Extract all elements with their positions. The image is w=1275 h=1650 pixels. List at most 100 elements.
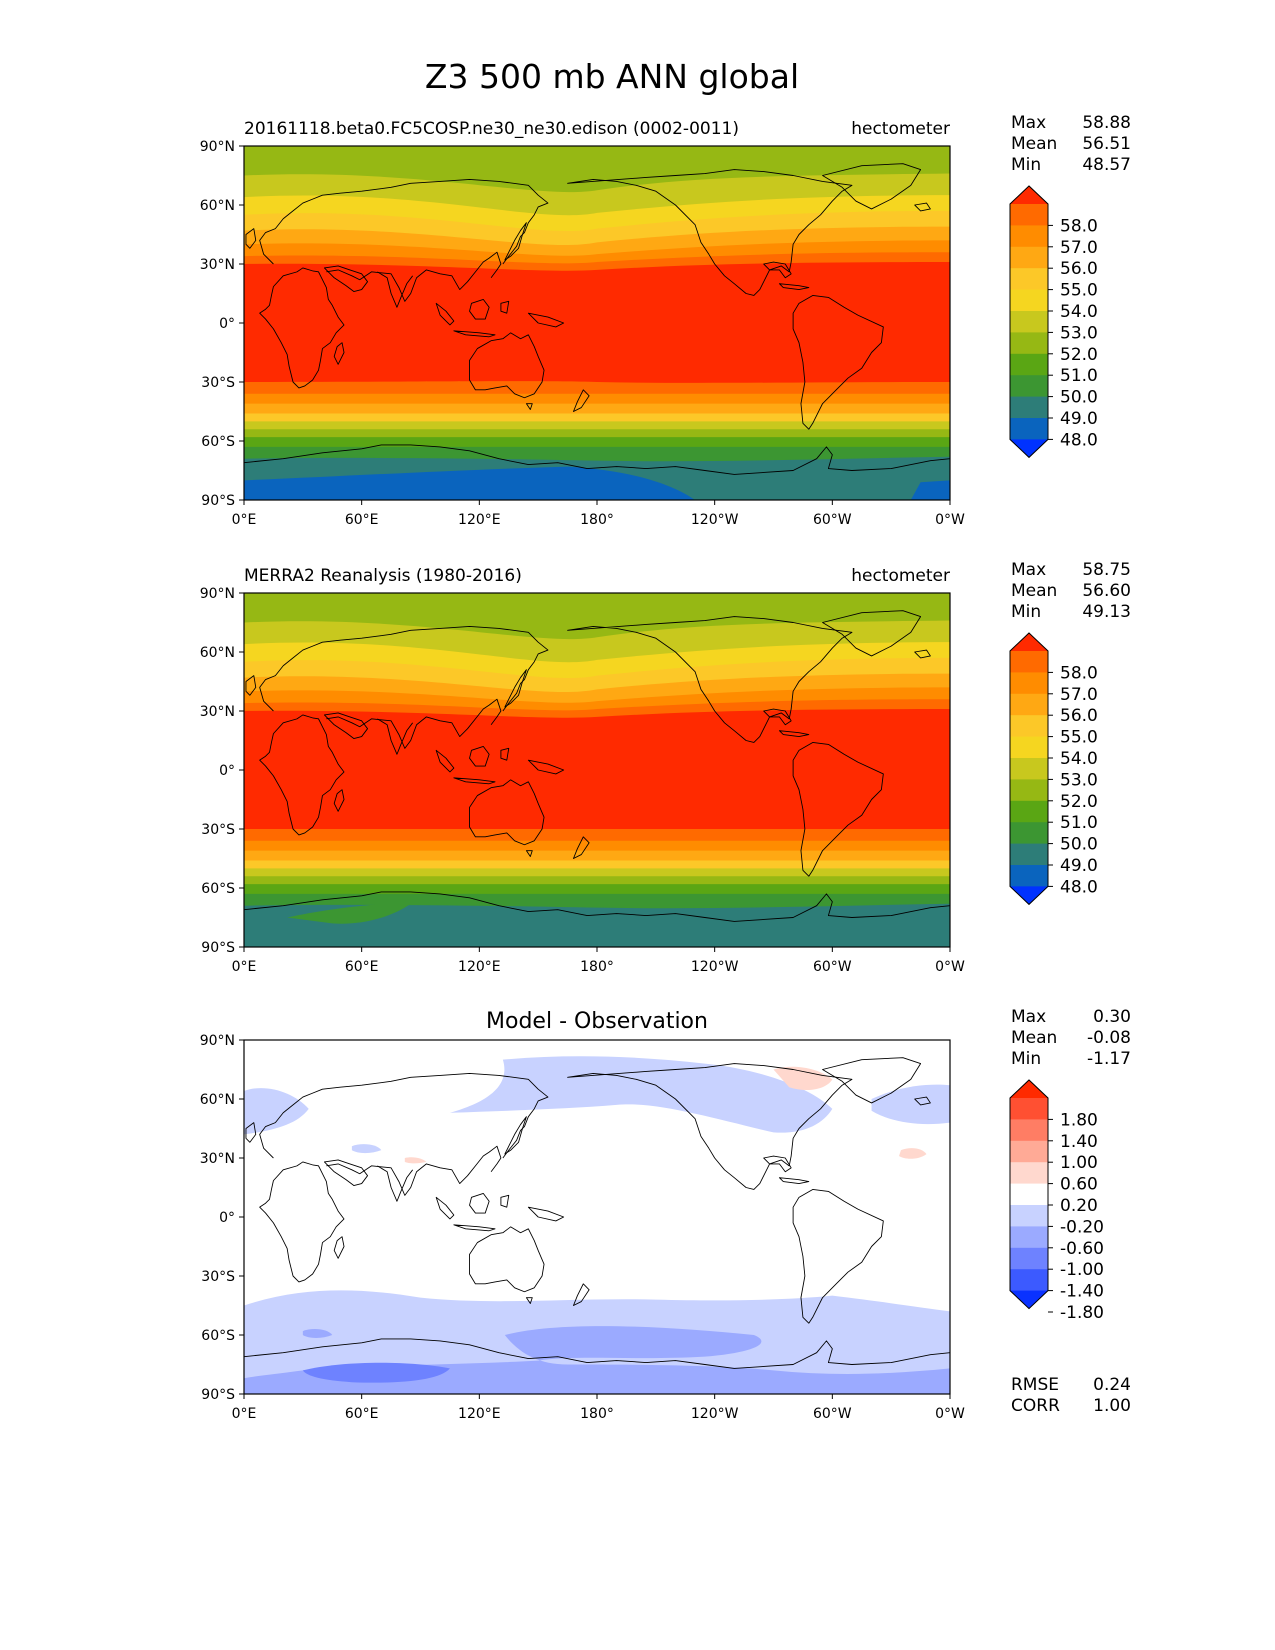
colorbar-swatch [1010, 1226, 1048, 1249]
colorbar-swatch [1010, 289, 1048, 312]
axis-labels: 90°N 60°N 30°N 0° 30°S 60°S 90°S 0°E 60°E 120°E 18… [200, 139, 965, 1422]
panel-obs-side: Max 58.75 Mean 56.60 Min 49.13 58.057.056.055.… [1009, 560, 1131, 906]
stat-value-max: 58.75 [1082, 560, 1131, 580]
colorbar-tick-label: 0.20 [1060, 1196, 1098, 1216]
stat-label-min: Min [1011, 1049, 1041, 1069]
colorbar-tick-label: 50.0 [1060, 388, 1098, 408]
lon-tick-label: 60°W [813, 1406, 852, 1422]
colorbar-tick-label: -0.60 [1060, 1239, 1104, 1259]
colorbar-tick-label: 50.0 [1060, 835, 1098, 855]
stat-label-min: Min [1011, 602, 1041, 622]
colorbar-tick-label: 57.0 [1060, 685, 1098, 705]
lon-tick-label: 0°W [935, 1406, 965, 1422]
colorbar-tick-label: 54.0 [1060, 302, 1098, 322]
colorbar-extend-min [1010, 886, 1048, 905]
colorbar-obs: 58.057.056.055.054.053.052.051.050.049.0… [1009, 632, 1098, 906]
lat-tick-label: 90°N [200, 1033, 235, 1049]
colorbar-extend-min [1010, 439, 1048, 458]
lon-tick-label: 60°E [345, 959, 379, 975]
colorbar-extend-max [1010, 633, 1048, 651]
panel-diff-map [244, 1040, 950, 1394]
colorbar-tick-label: 51.0 [1060, 813, 1098, 833]
colorbar-tick-label: 58.0 [1060, 216, 1098, 236]
colorbar-swatch [1010, 246, 1048, 269]
lat-tick-label: 30°N [200, 1151, 235, 1167]
lon-tick-label: 60°E [345, 1406, 379, 1422]
colorbar-extend-min [1010, 1290, 1048, 1309]
colorbar-swatch [1010, 1269, 1048, 1292]
lon-tick-label: 60°E [345, 512, 379, 528]
figure-title: Z3 500 mb ANN global [425, 57, 799, 96]
colorbar-tick-label: -0.20 [1060, 1217, 1104, 1237]
lat-tick-label: 90°S [201, 1387, 235, 1403]
panel-obs-map [244, 593, 950, 947]
colorbar-swatch [1010, 1205, 1048, 1227]
panel-obs-title-right: hectometer [851, 566, 950, 586]
footer-stat-value-corr: 1.00 [1093, 1396, 1131, 1416]
lat-tick-label: 30°N [200, 704, 235, 720]
colorbar-swatch [1010, 268, 1048, 291]
colorbar-tick-label: 1.40 [1060, 1132, 1098, 1152]
colorbar-swatch [1010, 715, 1048, 738]
colorbar-swatch [1010, 1247, 1048, 1270]
stat-label-mean: Mean [1011, 1028, 1057, 1048]
lat-tick-label: 60°N [200, 1092, 235, 1108]
colorbar-swatch [1010, 418, 1048, 440]
lon-tick-label: 0°W [935, 512, 965, 528]
lat-tick-label: 0° [219, 763, 235, 779]
colorbar-tick-label: 55.0 [1060, 281, 1098, 301]
lat-tick-label: 60°S [201, 434, 235, 450]
colorbar-swatch [1010, 1140, 1048, 1163]
panel-model-title-right: hectometer [851, 119, 950, 139]
colorbar-extend-max [1010, 186, 1048, 204]
lon-tick-label: 120°W [691, 959, 739, 975]
panel-obs: MERRA2 Reanalysis (1980-2016) hectometer [243, 566, 951, 948]
stat-value-min: 48.57 [1082, 155, 1131, 175]
stat-value-mean: 56.60 [1082, 581, 1131, 601]
colorbar-tick-label: -1.80 [1060, 1303, 1104, 1323]
lon-tick-label: 0°W [935, 959, 965, 975]
colorbar-extend-max [1010, 1080, 1048, 1098]
panel-model-title-left: 20161118.beta0.FC5COSP.ne30_ne30.edison … [244, 119, 739, 139]
colorbar-tick-label: 1.00 [1060, 1153, 1098, 1173]
colorbar-tick-label: 56.0 [1060, 259, 1098, 279]
lat-tick-label: 30°S [201, 375, 235, 391]
lat-tick-label: 0° [219, 1210, 235, 1226]
lon-tick-label: 180° [580, 512, 614, 528]
lon-tick-label: 120°E [458, 1406, 501, 1422]
colorbar-swatch [1010, 311, 1048, 333]
colorbar-swatch [1010, 693, 1048, 716]
lat-tick-label: 60°S [201, 881, 235, 897]
colorbar-swatch [1010, 204, 1048, 226]
colorbar-swatch [1010, 651, 1048, 673]
stat-label-max: Max [1011, 113, 1046, 133]
lat-tick-label: 60°S [201, 1328, 235, 1344]
colorbar-tick-label: 52.0 [1060, 792, 1098, 812]
colorbar-swatch [1010, 843, 1048, 866]
lon-tick-label: 180° [580, 959, 614, 975]
colorbar-swatch [1010, 1119, 1048, 1142]
colorbar-swatch [1010, 779, 1048, 802]
colorbar-tick-label: 56.0 [1060, 706, 1098, 726]
colorbar-model: 58.057.056.055.054.053.052.051.050.049.0… [1009, 185, 1098, 459]
colorbar-tick-label: -1.40 [1060, 1282, 1104, 1302]
lon-tick-label: 0°E [232, 512, 257, 528]
colorbar-tick-label: 48.0 [1060, 877, 1098, 897]
lat-tick-label: 30°N [200, 257, 235, 273]
stat-label-min: Min [1011, 155, 1041, 175]
colorbar-swatch [1010, 332, 1048, 355]
panel-diff: Model - Observation [243, 1009, 951, 1395]
footer-stat-label-rmse: RMSE [1011, 1375, 1059, 1395]
colorbar-swatch [1010, 353, 1048, 376]
stat-label-mean: Mean [1011, 581, 1057, 601]
stat-value-min: -1.17 [1087, 1049, 1131, 1069]
colorbar-tick-label: 55.0 [1060, 728, 1098, 748]
lon-tick-label: 60°W [813, 959, 852, 975]
stat-value-max: 58.88 [1082, 113, 1131, 133]
colorbar-tick-label: 53.0 [1060, 770, 1098, 790]
colorbar-tick-label: 49.0 [1060, 409, 1098, 429]
colorbar-swatch [1010, 1098, 1048, 1120]
colorbar-tick-label: 57.0 [1060, 238, 1098, 258]
colorbar-swatch [1010, 800, 1048, 823]
footer-stat-label-corr: CORR [1011, 1396, 1060, 1416]
